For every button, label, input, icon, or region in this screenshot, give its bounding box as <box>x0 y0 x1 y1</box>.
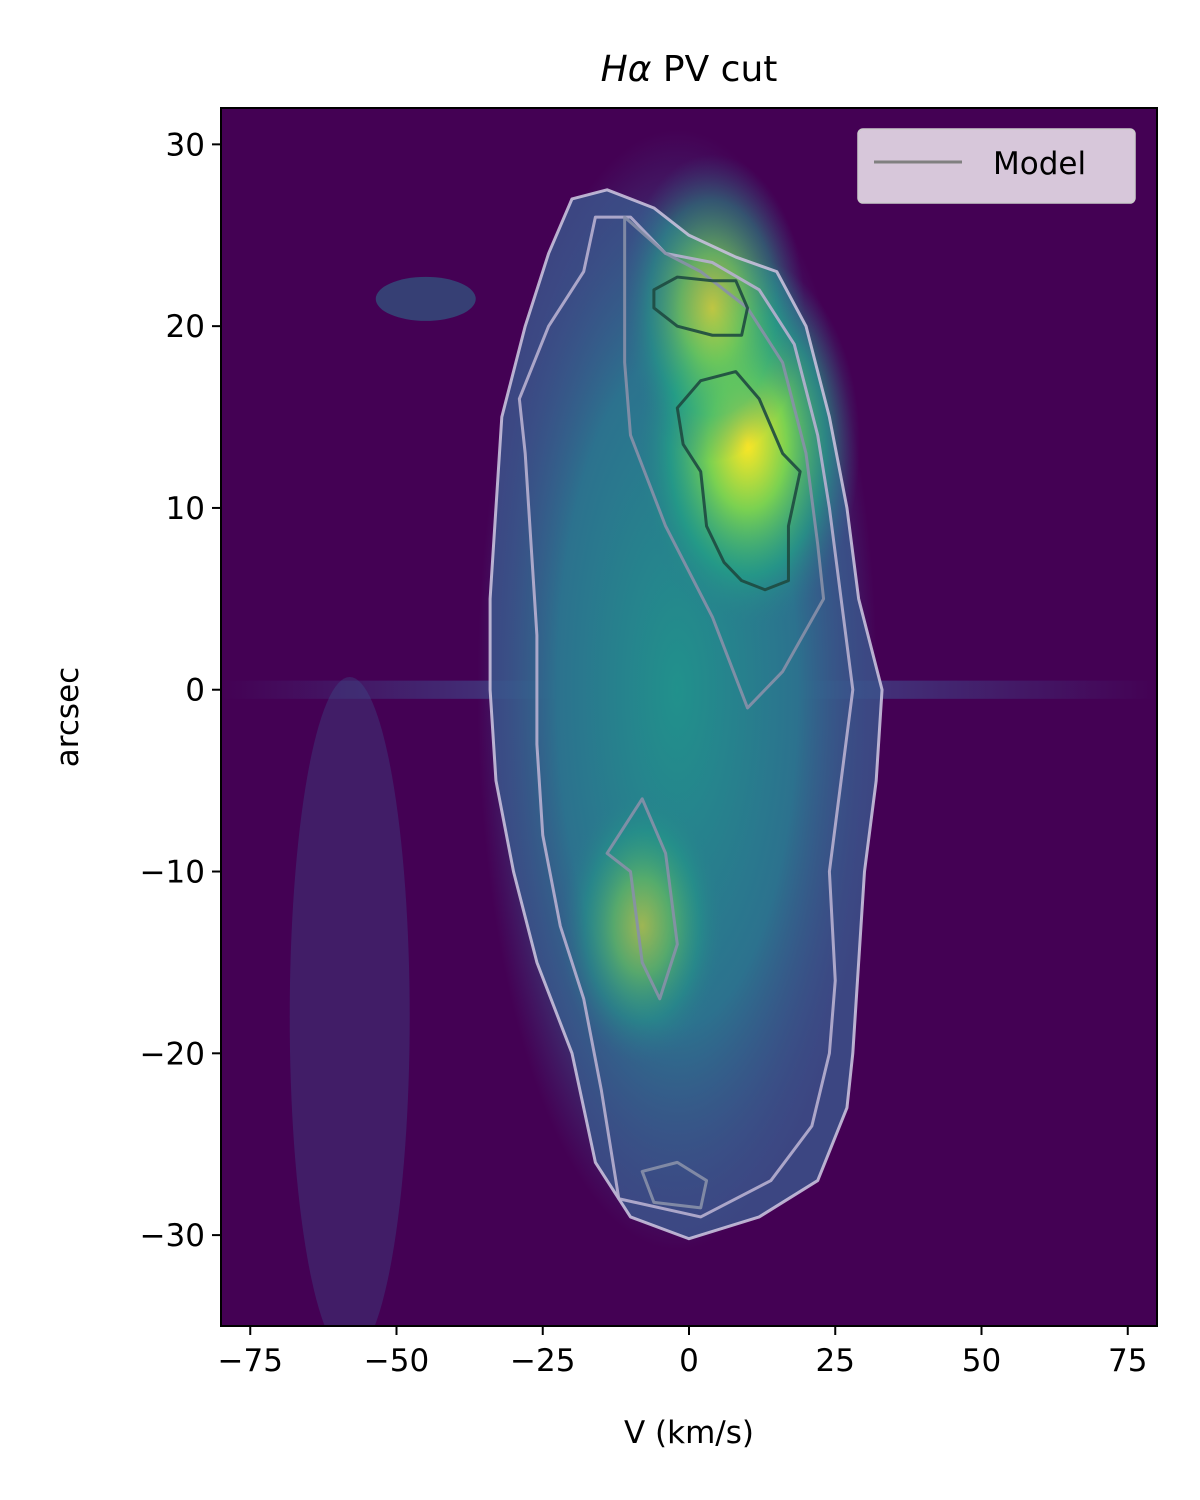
contour-inner <box>640 1160 709 1210</box>
x-tick-label: −75 <box>218 1343 283 1379</box>
contour-layer <box>488 188 884 1241</box>
x-tick-label: −50 <box>364 1343 429 1379</box>
x-tick-label: 75 <box>1108 1343 1147 1379</box>
contour-mid <box>517 215 855 1219</box>
heatmap-peak <box>620 154 805 462</box>
legend: Model <box>857 128 1136 204</box>
legend-box <box>857 128 1136 204</box>
contour-bright <box>652 275 749 337</box>
y-tick-label: −20 <box>140 1036 205 1072</box>
x-tick-label: 50 <box>962 1343 1001 1379</box>
x-axis-label: V (km/s) <box>624 1415 754 1451</box>
y-tick-label: −30 <box>140 1218 205 1254</box>
x-tick-label: −25 <box>510 1343 575 1379</box>
y-axis-label: arcsec <box>50 667 86 767</box>
heatmap-emission <box>221 129 1157 1326</box>
contour-inner <box>605 797 679 1001</box>
contour-outer <box>488 188 884 1241</box>
y-tick-label: 10 <box>166 491 205 527</box>
x-tick-label: 25 <box>816 1343 855 1379</box>
heatmap-blob <box>289 677 410 1326</box>
y-tick-label: 30 <box>166 127 205 163</box>
x-tick-label: 0 <box>679 1343 699 1379</box>
contour-bright <box>675 370 802 592</box>
heatmap-peak <box>560 789 725 1063</box>
contour-inner <box>623 215 826 710</box>
legend-model-label: Model <box>993 146 1086 182</box>
y-tick-label: 0 <box>185 673 205 709</box>
y-axis: −30 −20 −10 0 10 20 30 <box>140 127 221 1254</box>
y-tick-label: −10 <box>140 855 205 891</box>
chart-title: Hα PV cut <box>601 49 778 90</box>
y-tick-label: 20 <box>166 309 205 345</box>
heatmap-blob <box>375 276 476 321</box>
x-axis: −75 −50 −25 0 25 50 75 <box>218 1326 1147 1379</box>
plot-area <box>221 108 1157 1326</box>
